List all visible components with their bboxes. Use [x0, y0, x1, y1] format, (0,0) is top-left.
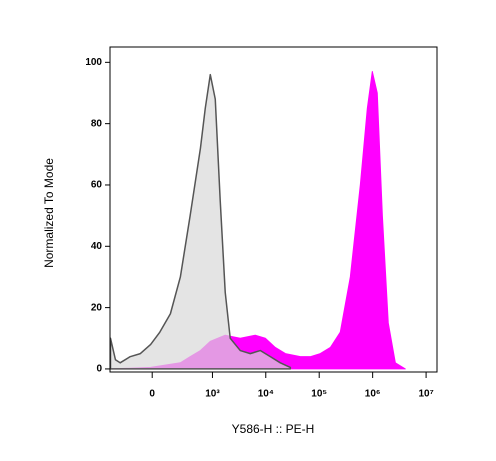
y-tick-label: 60 [91, 180, 103, 191]
y-tick-label: 80 [91, 118, 103, 129]
area [111, 71, 406, 370]
area [109, 73, 292, 370]
y-axis-label: Normalized To Mode [42, 158, 56, 268]
x-tick-label: 10⁷ [418, 389, 433, 400]
x-tick-label: 10⁴ [258, 389, 274, 400]
x-tick-label: 10⁶ [365, 389, 381, 400]
x-tick-label: 0 [149, 389, 155, 400]
x-axis-label: Y586-H :: PE-H [232, 422, 315, 436]
y-tick-label: 40 [91, 241, 103, 252]
x-tick-label: 10⁵ [311, 389, 327, 400]
y-tick-label: 20 [91, 302, 103, 313]
y-tick-label: 100 [85, 57, 102, 68]
plot-frame [109, 46, 438, 373]
x-tick-label: 10³ [205, 389, 220, 400]
y-tick-label: 0 [96, 364, 102, 375]
